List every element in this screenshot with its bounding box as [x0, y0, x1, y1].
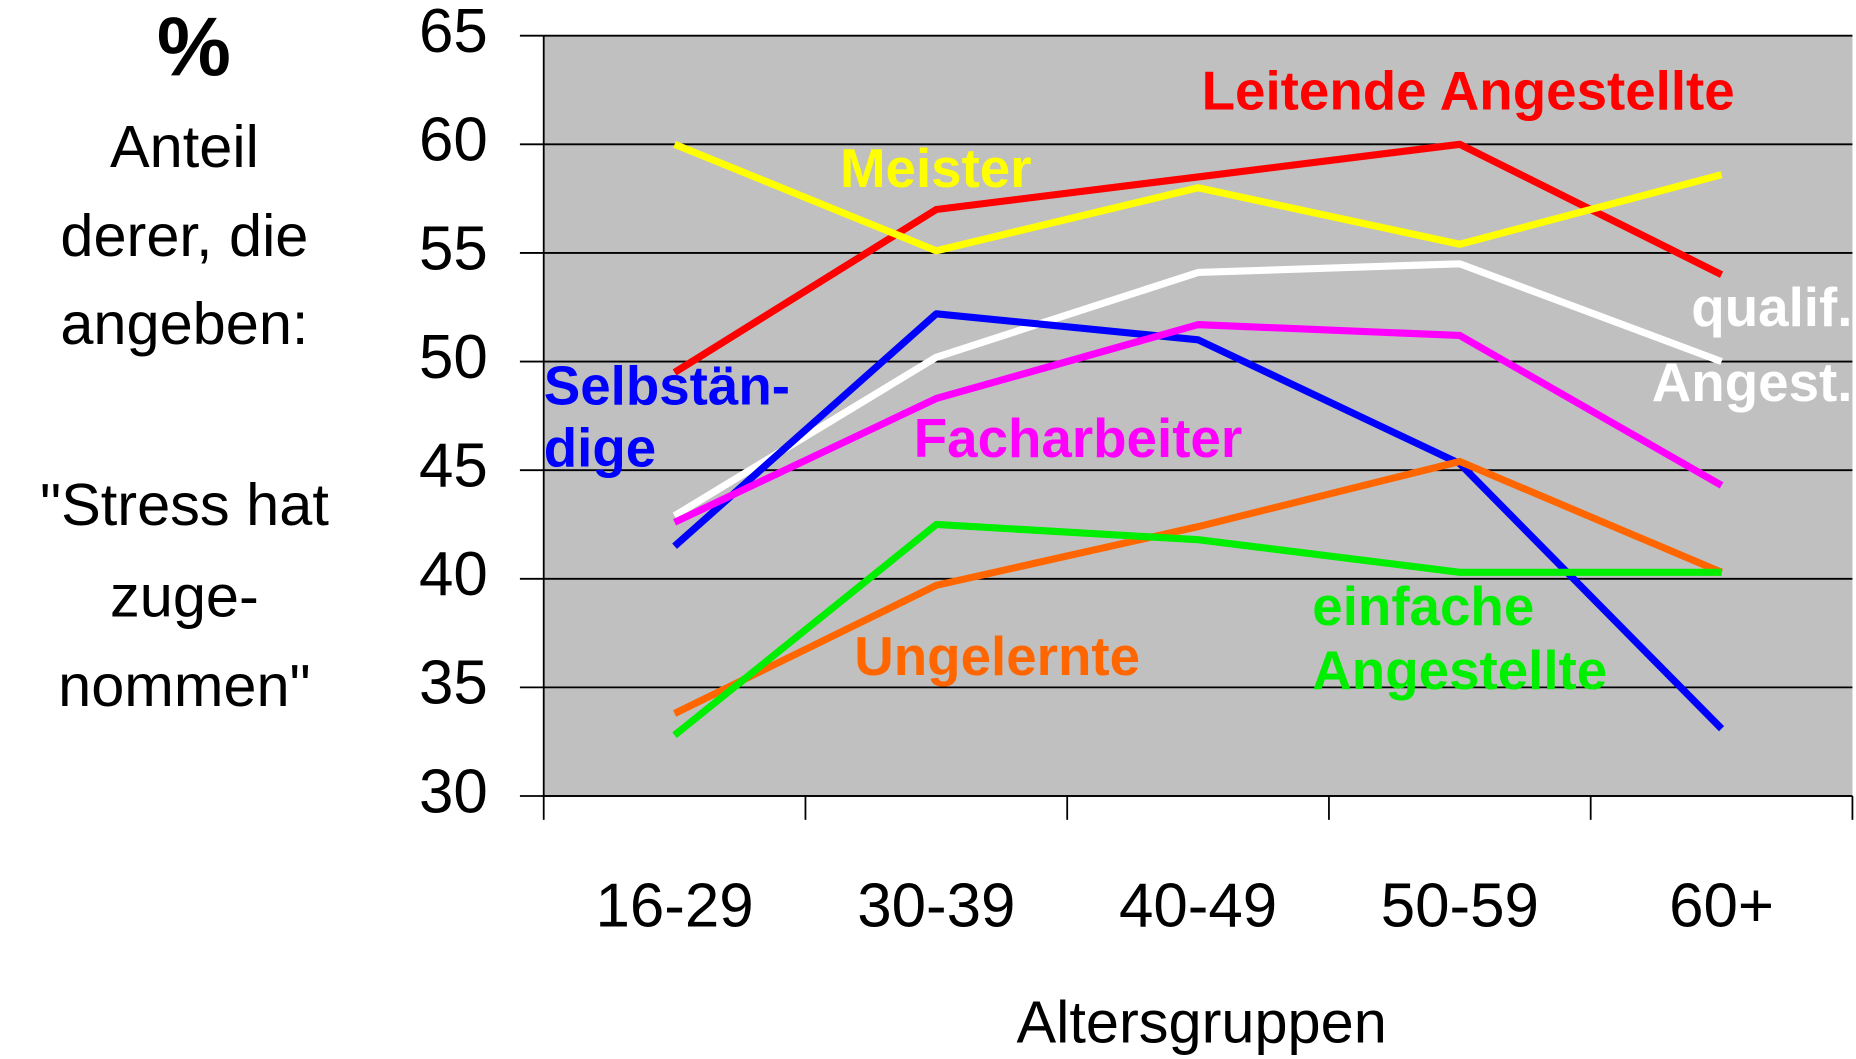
series-label: Facharbeiter: [914, 407, 1242, 469]
series-line: [673, 321, 1724, 526]
y-axis-title: angeben:: [60, 290, 308, 357]
y-axis-title: zuge-: [110, 563, 259, 630]
series-line: [672, 520, 1722, 738]
series-line: [672, 310, 1725, 732]
y-axis-title: nommen": [58, 652, 311, 719]
x-tick-label: 30-39: [857, 872, 1015, 941]
series-line: [672, 140, 1724, 376]
y-tick-label: 30: [419, 757, 488, 826]
series-label: Selbstän-: [544, 355, 790, 417]
x-tick-label: 16-29: [595, 872, 753, 941]
y-tick-label: 60: [419, 106, 488, 175]
series-label: einfache: [1312, 575, 1534, 637]
series-label: Ungelernte: [854, 625, 1140, 687]
x-tick-label: 40-49: [1119, 872, 1277, 941]
series-label: Leitende Angestellte: [1202, 60, 1735, 122]
series-label: Angestellte: [1312, 639, 1607, 701]
y-axis-title: Anteil: [110, 113, 259, 180]
series-label: Angest.: [1652, 351, 1853, 413]
series-label: dige: [544, 417, 656, 479]
series-line: [673, 457, 1723, 717]
y-tick-label: 35: [419, 649, 488, 718]
y-axis-title: "Stress hat: [40, 471, 329, 538]
x-axis-title: Altersgruppen: [1016, 989, 1386, 1056]
y-axis-title: derer, die: [60, 202, 308, 269]
series-label: Meister: [840, 137, 1032, 199]
y-tick-label: 65: [419, 0, 488, 66]
y-tick-label: 55: [419, 214, 488, 283]
y-tick-label: 40: [419, 540, 488, 609]
series-line: [672, 260, 1723, 519]
y-unit: %: [157, 1, 231, 94]
y-tick-label: 50: [419, 323, 488, 392]
x-tick-label: 60+: [1669, 872, 1774, 941]
y-tick-label: 45: [419, 432, 488, 501]
series-label: qualif.: [1691, 276, 1852, 338]
x-tick-label: 50-59: [1381, 872, 1539, 941]
series-line: [673, 141, 1723, 255]
